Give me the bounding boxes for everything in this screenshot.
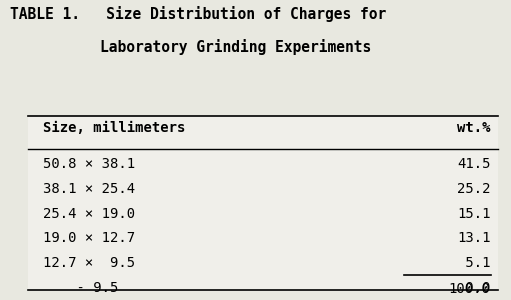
Text: 25.4 × 19.0: 25.4 × 19.0 <box>43 207 135 221</box>
Text: wt.%: wt.% <box>457 122 491 136</box>
Text: 0.0: 0.0 <box>457 280 491 295</box>
Text: TABLE 1.   Size Distribution of Charges for: TABLE 1. Size Distribution of Charges fo… <box>10 6 386 22</box>
Text: 15.1: 15.1 <box>457 207 491 221</box>
Text: 50.8 × 38.1: 50.8 × 38.1 <box>43 158 135 172</box>
Text: Laboratory Grinding Experiments: Laboratory Grinding Experiments <box>100 39 371 55</box>
Text: 12.7 ×  9.5: 12.7 × 9.5 <box>43 256 135 270</box>
Text: 41.5: 41.5 <box>457 158 491 172</box>
Text: 19.0 × 12.7: 19.0 × 12.7 <box>43 231 135 245</box>
Text: 5.1: 5.1 <box>457 256 491 270</box>
Text: 38.1 × 25.4: 38.1 × 25.4 <box>43 182 135 196</box>
Text: 25.2: 25.2 <box>457 182 491 196</box>
Text: - 9.5: - 9.5 <box>43 280 119 295</box>
Text: 100.0: 100.0 <box>449 282 491 296</box>
Text: 13.1: 13.1 <box>457 231 491 245</box>
Text: Size, millimeters: Size, millimeters <box>43 122 186 136</box>
